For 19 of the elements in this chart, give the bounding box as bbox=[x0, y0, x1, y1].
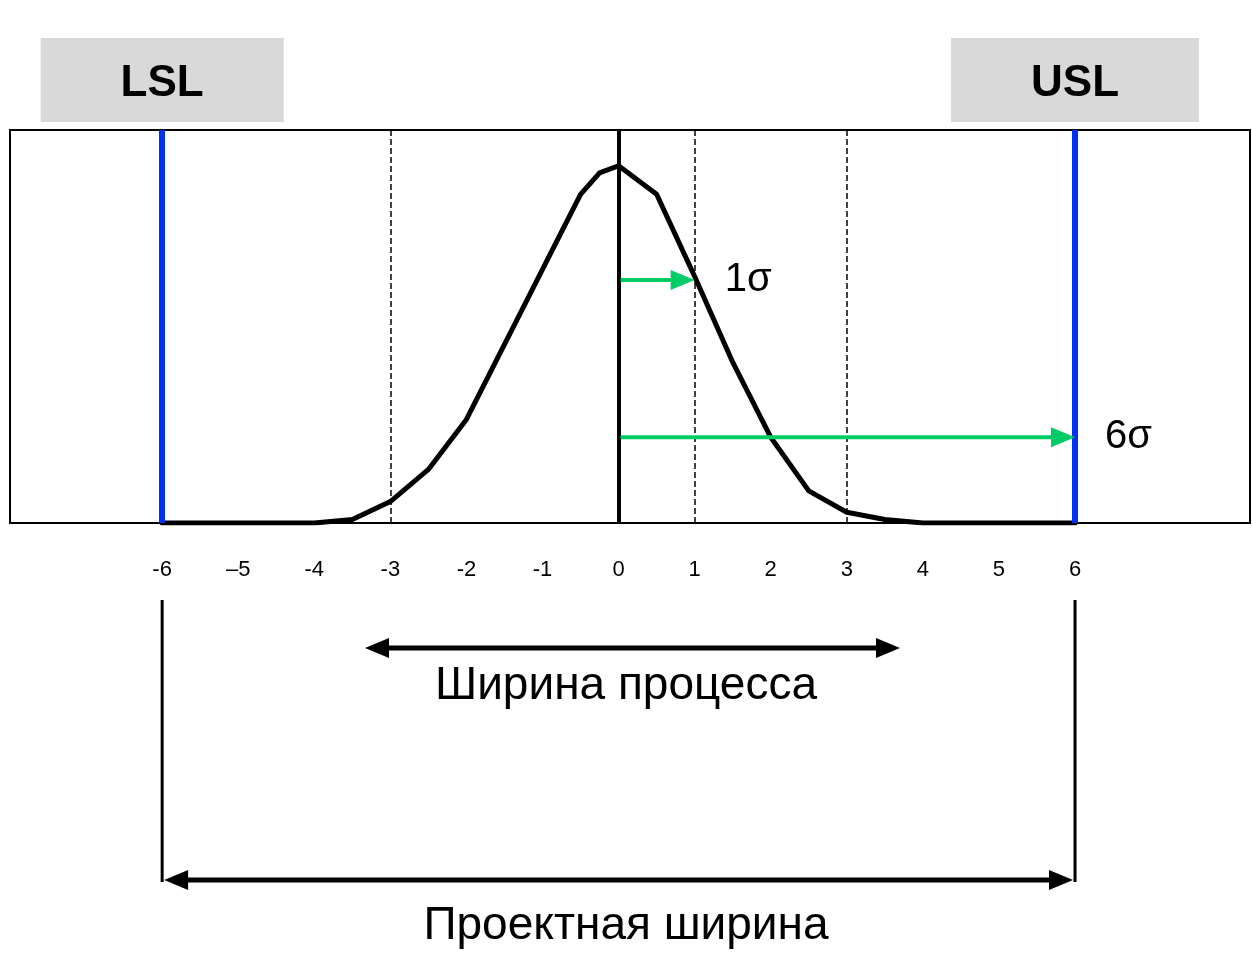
x-tick-label: -3 bbox=[380, 555, 401, 581]
annotation: 6σ bbox=[1105, 411, 1153, 456]
x-tick-label: 4 bbox=[916, 555, 930, 581]
x-tick-label: 3 bbox=[840, 555, 853, 581]
x-tick-label: -4 bbox=[304, 555, 325, 581]
ref-line-label: LSL bbox=[120, 55, 204, 105]
text: Ширина процесса bbox=[435, 657, 818, 709]
ref-line-label: USL bbox=[1031, 55, 1120, 105]
text: Проектная ширина bbox=[423, 897, 829, 949]
x-tick-label: 2 bbox=[764, 555, 777, 581]
x-tick-label: –5 bbox=[225, 555, 251, 581]
x-tick-label: 0 bbox=[612, 555, 625, 581]
x-tick-label: 1 bbox=[688, 555, 701, 581]
x-tick-label: 6 bbox=[1068, 555, 1082, 581]
x-tick-label: -1 bbox=[532, 555, 553, 581]
annotation: 1σ bbox=[724, 254, 772, 299]
x-tick-label: -6 bbox=[152, 555, 172, 581]
x-tick-label: -2 bbox=[456, 555, 477, 581]
x-tick-label: 5 bbox=[992, 555, 1006, 581]
